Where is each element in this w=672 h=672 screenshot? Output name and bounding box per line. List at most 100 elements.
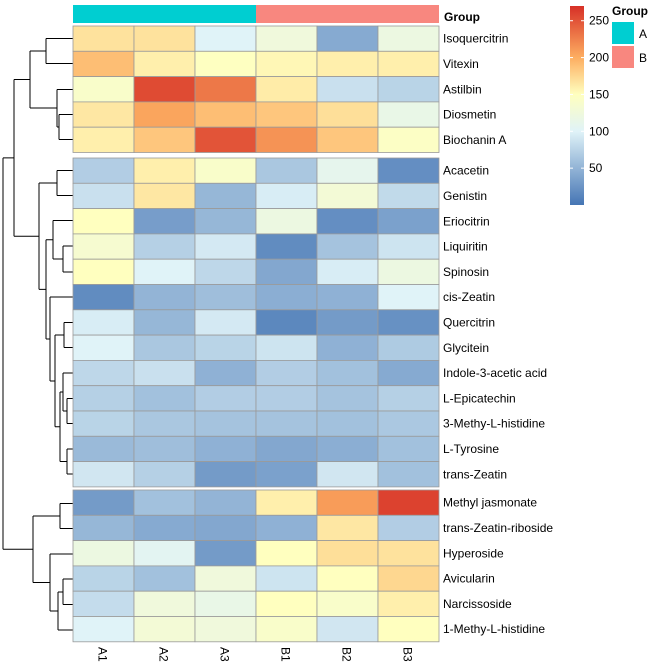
heatmap-cell bbox=[316, 50, 379, 77]
group-legend-swatch bbox=[612, 46, 634, 68]
heatmap-cell bbox=[72, 258, 135, 285]
heatmap-cell bbox=[377, 435, 440, 462]
heatmap-cell bbox=[255, 76, 318, 103]
heatmap-cell bbox=[255, 126, 318, 153]
heatmap-cell bbox=[377, 385, 440, 412]
group-legend-swatch bbox=[612, 22, 634, 44]
heatmap-cell bbox=[72, 76, 135, 103]
heatmap-cell bbox=[316, 76, 379, 103]
heatmap-cell bbox=[255, 25, 318, 52]
heatmap-cell bbox=[133, 101, 196, 128]
heatmap-cell bbox=[377, 157, 440, 184]
row-label: Astilbin bbox=[443, 82, 482, 96]
dendrogram-branch bbox=[59, 503, 73, 529]
heatmap-cell bbox=[133, 76, 196, 103]
dendrogram-branch bbox=[57, 591, 73, 631]
heatmap-cell bbox=[255, 157, 318, 184]
heatmap-cell bbox=[194, 208, 257, 235]
annotation-label: Group bbox=[444, 10, 480, 24]
heatmap-cell bbox=[377, 410, 440, 437]
group-legend-label: A bbox=[639, 27, 647, 41]
group-annotation-cell bbox=[256, 5, 317, 23]
heatmap-cell bbox=[133, 309, 196, 336]
column-label: A2 bbox=[157, 647, 171, 662]
row-label: Narcissoside bbox=[443, 597, 512, 611]
heatmap-cell bbox=[133, 126, 196, 153]
heatmap-cell bbox=[72, 514, 135, 541]
heatmap-cell bbox=[316, 25, 379, 52]
color-scale-tick-label: 150 bbox=[589, 87, 609, 101]
heatmap-cell bbox=[377, 233, 440, 260]
heatmap-cell bbox=[72, 126, 135, 153]
heatmap-cell bbox=[133, 208, 196, 235]
heatmap-cell bbox=[194, 590, 257, 617]
heatmap-cell bbox=[316, 540, 379, 567]
heatmap-cell bbox=[133, 157, 196, 184]
heatmap-cell bbox=[377, 359, 440, 387]
heatmap-cell bbox=[255, 101, 318, 128]
row-label: Diosmetin bbox=[443, 108, 496, 122]
row-label: Eriocitrin bbox=[443, 214, 490, 228]
dendrogram-branch bbox=[49, 296, 73, 382]
heatmap-cell bbox=[133, 616, 196, 643]
heatmap-cell bbox=[316, 590, 379, 617]
row-labels: Isoquercitrin Vitexin Astilbin Diosmetin Bio… bbox=[443, 32, 553, 637]
dendrogram-branch bbox=[45, 38, 73, 64]
row-label: Acacetin bbox=[443, 164, 489, 178]
heatmap-cell bbox=[133, 410, 196, 437]
heatmap-cell bbox=[316, 284, 379, 311]
heatmap-cell bbox=[194, 101, 257, 128]
heatmap-cell bbox=[316, 461, 379, 488]
column-label: B2 bbox=[340, 647, 354, 662]
heatmap-cell bbox=[133, 435, 196, 462]
heatmap-cell bbox=[194, 359, 257, 387]
heatmap-cell bbox=[194, 489, 257, 516]
group-legend-label: B bbox=[639, 51, 647, 65]
heatmap-cell bbox=[316, 233, 379, 260]
heatmap-cell bbox=[255, 590, 318, 617]
heatmap-cell bbox=[255, 565, 318, 592]
heatmap-cell bbox=[316, 616, 379, 643]
heatmap-cell bbox=[133, 258, 196, 285]
row-label: Glycitein bbox=[443, 341, 489, 355]
group-annotation-cell bbox=[73, 5, 134, 23]
heatmap-cell bbox=[72, 309, 135, 336]
heatmap-cell bbox=[377, 101, 440, 128]
heatmap-cell bbox=[377, 50, 440, 77]
group-annotation-bar bbox=[73, 5, 439, 23]
heatmap-cell bbox=[377, 565, 440, 592]
heatmap-cell bbox=[377, 334, 440, 361]
heatmap-cell bbox=[377, 489, 440, 516]
heatmap-cell bbox=[72, 565, 135, 592]
heatmap-cell bbox=[133, 565, 196, 592]
dendrogram-branch bbox=[63, 322, 73, 348]
heatmap-cell bbox=[316, 258, 379, 285]
color-scale-tick-label: 100 bbox=[589, 124, 609, 138]
row-label: Spinosin bbox=[443, 265, 489, 279]
dendrogram-branch bbox=[66, 398, 73, 424]
row-label: Indole-3-acetic acid bbox=[443, 366, 547, 380]
heatmap-cell bbox=[255, 208, 318, 235]
heatmap-cell bbox=[377, 284, 440, 311]
heatmap-cell bbox=[255, 616, 318, 643]
dendrogram-branch bbox=[66, 448, 73, 475]
heatmap-cell bbox=[194, 233, 257, 260]
heatmap-cell bbox=[255, 410, 318, 437]
heatmap-cell bbox=[194, 182, 257, 210]
dendrogram-branch bbox=[56, 89, 62, 128]
row-label: trans-Zeatin bbox=[443, 467, 507, 481]
heatmap-cell bbox=[255, 435, 318, 462]
heatmap-cell bbox=[255, 334, 318, 361]
group-legend-title: Group bbox=[612, 4, 648, 18]
heatmap-cell bbox=[316, 489, 379, 516]
row-label: Avicularin bbox=[443, 572, 495, 586]
heatmap-cell bbox=[255, 461, 318, 488]
heatmap-cell bbox=[72, 334, 135, 361]
heatmap-cell bbox=[377, 461, 440, 488]
color-scale-legend: 50 100 150 200 250 bbox=[570, 6, 609, 205]
row-label: L-Epicatechin bbox=[443, 391, 516, 405]
heatmap-cell bbox=[377, 616, 440, 643]
dendrogram-branch bbox=[2, 157, 33, 550]
heatmap-cell bbox=[133, 182, 196, 210]
